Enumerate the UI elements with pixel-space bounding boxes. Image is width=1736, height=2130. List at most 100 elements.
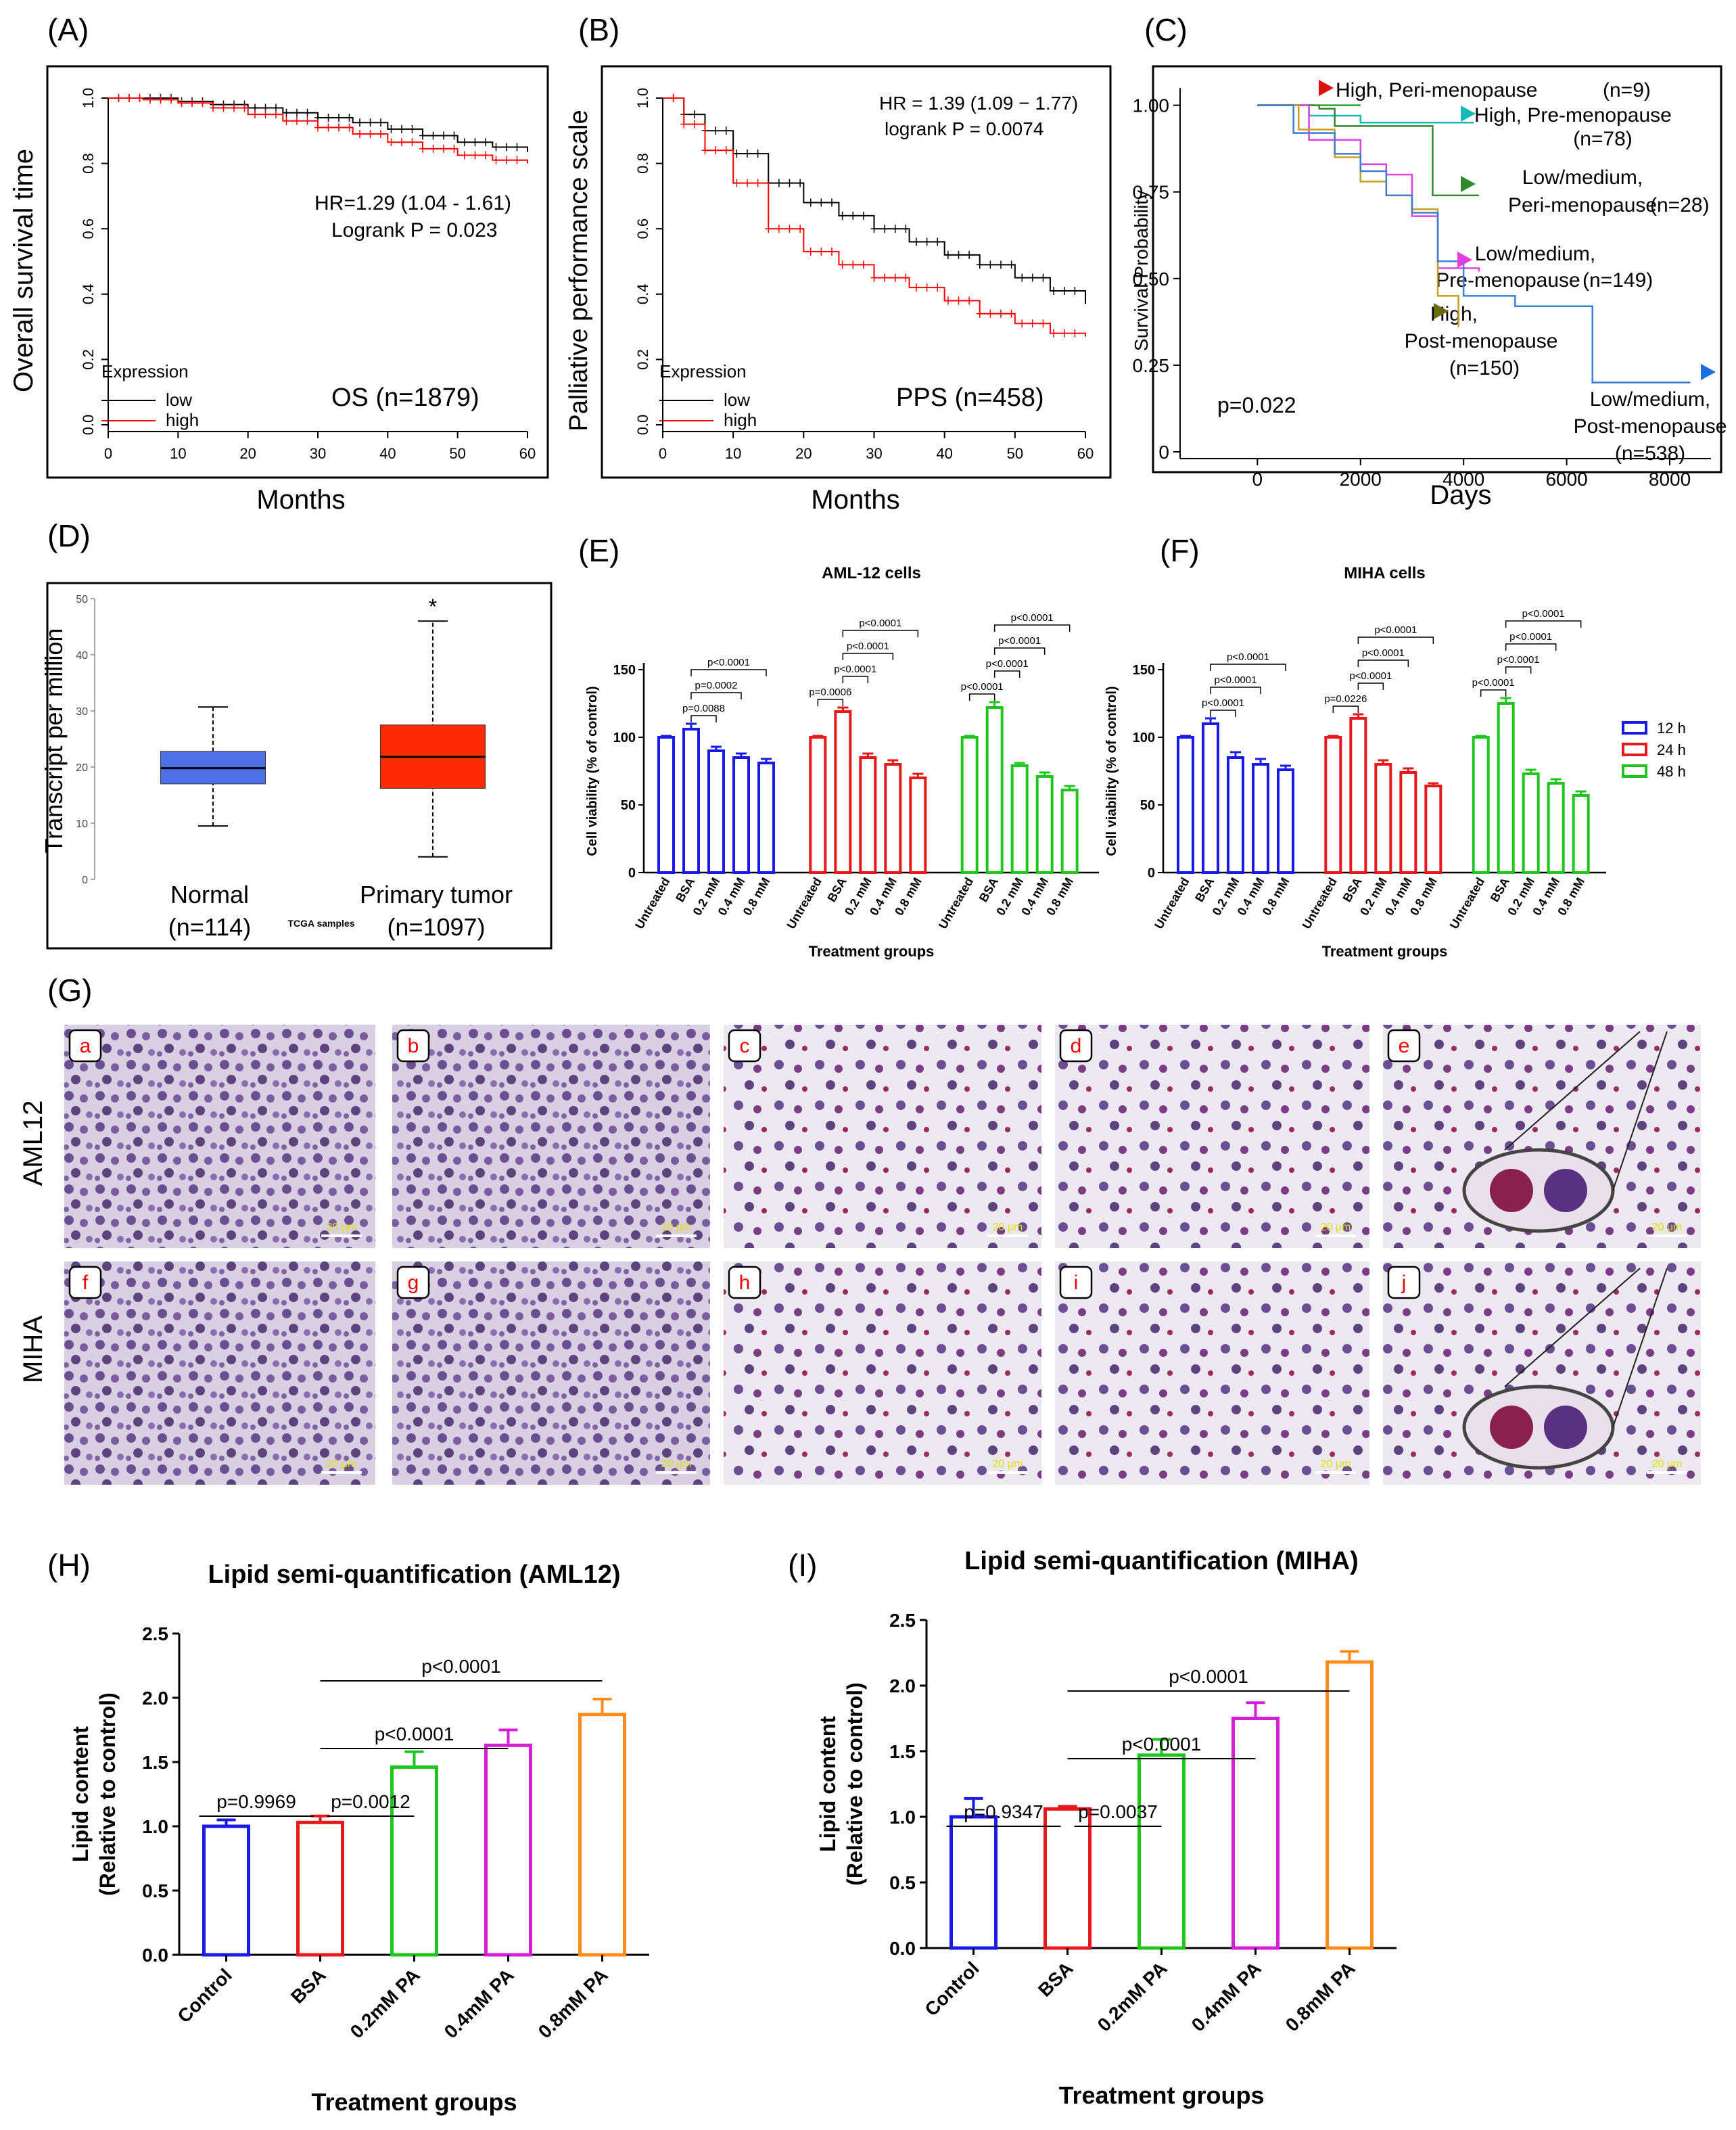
panel-b-censor-mark [1060,286,1068,295]
panel-c-x-tick-label: 8000 [1649,469,1691,490]
panel-b-survival-chart: Palliative performance scale Months HR =… [565,65,1112,515]
panel-a-censor-mark [325,123,332,132]
panel-h-bar-0 [202,1824,250,1957]
panel-d-ylabel: Transcript per million [40,628,68,854]
panel-b-censor-mark [712,126,720,135]
panel-e-xlabel: Treatment groups [809,943,935,960]
panel-f-p-value: p<0.0001 [1362,647,1405,659]
panel-a-censor-mark [492,143,500,152]
panel-h-title: Lipid semi-quantification (AML12) [208,1560,620,1589]
panel-f-error-bar [1230,751,1241,758]
panel-b-x-tick-label: 30 [866,445,882,462]
panel-c-label-2b: Peri-menopause [1508,194,1657,216]
panel-a-censor-mark [492,156,500,164]
panel-a-censor-mark [513,143,521,152]
panel-a-x-tick-label: 10 [170,445,186,462]
panel-b-censor-mark [733,179,741,187]
panel-a-x-tick-label: 50 [449,445,465,462]
panel-c-count-5: (n=538) [1615,442,1685,465]
panel-a-censor-mark [482,151,489,160]
panel-d-cat-0: Normal [170,881,249,908]
micrograph-e-zoom-line [1612,1031,1668,1191]
panel-e-p-value: p<0.0001 [998,635,1041,647]
panel-h-x-tick-label: 0.8mM PA [534,1964,612,2042]
panel-b-censor-mark [1060,329,1068,338]
panel-f-y-tick-label: 100 [1133,731,1155,745]
panel-e-error-bar [1039,771,1050,777]
panel-e-bar [985,706,1004,874]
panel-h-y-tick-label: 1.5 [142,1752,168,1773]
panel-f-error-bar [1280,764,1291,770]
panel-e-comparison-bracket [842,676,869,683]
panel-f-x-tick-label: Untreated [1152,875,1192,931]
panel-a-y-tick-label: 0.2 [80,349,97,370]
micrograph-b-scale-label: 20 μm [661,1222,692,1233]
panel-f-bar [1547,782,1565,874]
panel-e-y-tick-label: 100 [613,731,636,745]
panel-h-bar-chart: Lipid semi-quantification (AML12) Lipid c… [68,1560,649,2116]
panel-i-p-value: p<0.0001 [1122,1734,1202,1755]
panel-d-y-tick-label: 30 [76,706,88,718]
panel-b-censor-mark [1029,319,1036,328]
panel-h-bar-3 [484,1743,532,1957]
panel-f-bar [1349,717,1367,874]
panel-a-legend-title: Expression [101,361,189,381]
panel-b-censor-mark [923,237,931,246]
micrograph-d-badge [1059,1029,1093,1063]
panel-a-censor-mark [461,151,468,160]
panel-c-arrow-3 [1457,252,1472,268]
panel-b-censor-mark [839,211,846,220]
panel-a-censor-mark [356,118,363,127]
panel-i-error-bar [964,1797,983,1817]
panel-b-censor-mark [944,250,952,259]
micrograph-d [1055,1025,1369,1248]
panel-h-bar-1 [296,1820,344,1957]
panel-c-y-tick-label: 0.75 [1133,182,1170,203]
micrograph-g-label: g [408,1272,419,1294]
panel-e-p-value: p=0.0006 [809,687,851,698]
panel-c-label-5b: Post-menopause [1574,415,1727,438]
panel-a-survival-chart: Overall survival time Months HR=1.29 (1.… [9,65,549,515]
micrograph-c-scale-label: 20 μm [993,1222,1023,1233]
panel-e-bar [884,763,902,874]
panel-c-arrow-0 [1319,80,1334,96]
panel-a-censor-mark [482,138,489,147]
panel-h-x-tick-label: BSA [287,1964,330,2008]
panel-a-censor-mark [252,110,258,119]
panel-f-error-bar [1550,778,1562,783]
panel-c-y-tick-label: 1.00 [1133,95,1170,116]
panel-a-censor-mark [231,103,237,112]
legend-24h-label: 24 h [1657,741,1686,758]
panel-f-p-value: p<0.0001 [1522,608,1565,620]
panel-i-bar-3 [1231,1717,1280,1950]
panel-a-censor-mark [294,116,300,125]
panel-e-error-bar [912,772,924,778]
panel-h-x-tick-label: Control [173,1964,235,2027]
panel-a-censor-mark [377,118,384,127]
panel-b-censor-mark [944,296,952,305]
panel-c-series-2-line [1257,104,1480,197]
panel-b-censor-mark [934,237,941,246]
panel-e-comparison-bracket [993,624,1071,632]
panel-b-censor-mark [1071,329,1079,338]
panel-i-bar-0 [949,1815,998,1950]
panel-f-p-value: p<0.0001 [1202,697,1244,709]
micrograph-f-label: f [83,1272,89,1294]
micrograph-j-zoom-line [1504,1268,1641,1387]
panel-e-y-tick-label: 50 [621,798,636,813]
panel-f-bar [1227,756,1244,874]
panel-f-comparison-bracket [1332,705,1359,713]
panel-a-censor-mark [408,138,416,147]
panel-e-bar [909,777,927,874]
panel-b-censor-mark [860,260,867,269]
panel-e-bar [657,736,675,874]
panel-b-censor-mark [1050,286,1058,295]
panel-c-count-4: (n=150) [1449,357,1520,379]
panel-letter-h: (H) [47,1548,91,1583]
panel-i-error-bar [1058,1805,1077,1809]
panel-f-error-bar [1378,759,1389,764]
panel-h-y-tick-label: 0.0 [142,1945,168,1966]
panel-i-y-tick-label: 0.0 [889,1938,916,1959]
panel-a-censor-mark [283,108,290,117]
panel-f-error-bar [1403,767,1414,772]
